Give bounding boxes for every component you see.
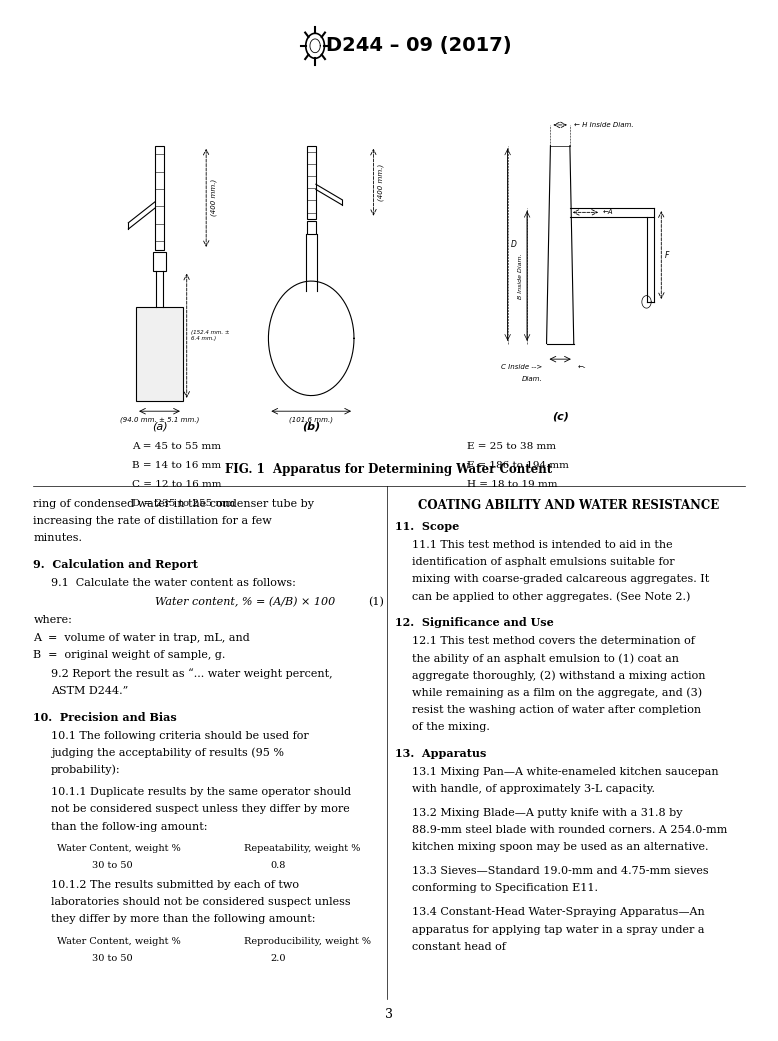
Text: 13.3 Sieves—Standard 19.0-mm and 4.75-mm sieves: 13.3 Sieves—Standard 19.0-mm and 4.75-mm…: [412, 866, 709, 877]
Text: (400 mm.): (400 mm.): [210, 179, 216, 217]
Text: kitchen mixing spoon may be used as an alternative.: kitchen mixing spoon may be used as an a…: [412, 842, 709, 853]
Text: (a): (a): [152, 422, 167, 432]
Text: ←A: ←A: [602, 209, 613, 215]
Text: where:: where:: [33, 615, 72, 626]
Text: mixing with coarse-graded calcareous aggregates. It: mixing with coarse-graded calcareous agg…: [412, 575, 710, 584]
Bar: [307, 221, 316, 234]
Text: D: D: [510, 240, 517, 249]
Text: 13.1 Mixing Pan—A white-enameled kitchen saucepan: 13.1 Mixing Pan—A white-enameled kitchen…: [412, 766, 719, 777]
Text: 3: 3: [385, 1009, 393, 1021]
Text: (94.0 mm. ± 5.1 mm.): (94.0 mm. ± 5.1 mm.): [120, 416, 199, 423]
Bar: [153, 252, 166, 271]
Text: 2.0: 2.0: [271, 954, 286, 963]
Text: H = 18 to 19 mm: H = 18 to 19 mm: [467, 480, 557, 489]
Text: they differ by more than the following amount:: they differ by more than the following a…: [51, 914, 315, 924]
Text: increasing the rate of distillation for a few: increasing the rate of distillation for …: [33, 515, 272, 526]
Text: D = 235 to 255 mm: D = 235 to 255 mm: [132, 499, 235, 508]
Text: (152.4 mm. ±
6.4 mm.): (152.4 mm. ± 6.4 mm.): [191, 330, 229, 341]
Text: while remaining as a film on the aggregate, and (3): while remaining as a film on the aggrega…: [412, 688, 703, 699]
Text: 13.2 Mixing Blade—A putty knife with a 31.8 by: 13.2 Mixing Blade—A putty knife with a 3…: [412, 808, 683, 818]
Text: B  =  original weight of sample, g.: B = original weight of sample, g.: [33, 650, 226, 660]
Text: 10.1.2 The results submitted by each of two: 10.1.2 The results submitted by each of …: [51, 880, 299, 890]
Text: Repeatability, weight %: Repeatability, weight %: [244, 844, 360, 853]
Text: F: F: [664, 251, 669, 259]
Text: 30 to 50: 30 to 50: [92, 954, 132, 963]
Text: 11.  Scope: 11. Scope: [395, 520, 460, 532]
Text: 13.4 Constant-Head Water-Spraying Apparatus—An: 13.4 Constant-Head Water-Spraying Appara…: [412, 908, 705, 917]
Bar: [155, 146, 164, 250]
Text: D244 – 09 (2017): D244 – 09 (2017): [326, 36, 512, 55]
Text: with handle, of approximately 3-L capacity.: with handle, of approximately 3-L capaci…: [412, 784, 655, 794]
Text: 10.1.1 Duplicate results by the same operator should: 10.1.1 Duplicate results by the same ope…: [51, 787, 351, 797]
Text: FIG. 1  Apparatus for Determining Water Content: FIG. 1 Apparatus for Determining Water C…: [226, 463, 552, 476]
Text: Reproducibility, weight %: Reproducibility, weight %: [244, 937, 370, 945]
Text: (101.6 mm.): (101.6 mm.): [289, 416, 333, 423]
Text: Water Content, weight %: Water Content, weight %: [57, 937, 180, 945]
Text: laboratories should not be considered suspect unless: laboratories should not be considered su…: [51, 897, 350, 907]
Text: 11.1 This test method is intended to aid in the: 11.1 This test method is intended to aid…: [412, 540, 673, 550]
Text: resist the washing action of water after completion: resist the washing action of water after…: [412, 705, 702, 715]
Text: 88.9-mm steel blade with rounded corners. A 254.0-mm: 88.9-mm steel blade with rounded corners…: [412, 826, 727, 835]
Text: COATING ABILITY AND WATER RESISTANCE: COATING ABILITY AND WATER RESISTANCE: [418, 499, 719, 511]
Text: B Inside Diam.: B Inside Diam.: [518, 253, 523, 299]
Text: aggregate thoroughly, (2) withstand a mixing action: aggregate thoroughly, (2) withstand a mi…: [412, 670, 706, 681]
Bar: [307, 146, 316, 219]
Text: ASTM D244.”: ASTM D244.”: [51, 686, 128, 695]
Text: can be applied to other aggregates. (See Note 2.): can be applied to other aggregates. (See…: [412, 591, 691, 602]
Text: 10.  Precision and Bias: 10. Precision and Bias: [33, 712, 177, 722]
Text: 9.1  Calculate the water content as follows:: 9.1 Calculate the water content as follo…: [51, 578, 296, 588]
Text: (400 mm.): (400 mm.): [377, 163, 384, 201]
Text: 30 to 50: 30 to 50: [92, 861, 132, 870]
Text: the ability of an asphalt emulsion to (1) coat an: the ability of an asphalt emulsion to (1…: [412, 654, 679, 664]
Text: identification of asphalt emulsions suitable for: identification of asphalt emulsions suit…: [412, 557, 675, 567]
Text: 9.  Calculation and Report: 9. Calculation and Report: [33, 559, 198, 569]
Text: (1): (1): [368, 596, 384, 607]
Text: C Inside -->: C Inside -->: [501, 364, 542, 371]
Text: ← H Inside Diam.: ← H Inside Diam.: [573, 122, 633, 128]
Text: 13.  Apparatus: 13. Apparatus: [395, 747, 486, 759]
Text: (c): (c): [552, 411, 569, 422]
Text: A  =  volume of water in trap, mL, and: A = volume of water in trap, mL, and: [33, 633, 251, 642]
Text: E = 25 to 38 mm: E = 25 to 38 mm: [467, 442, 555, 452]
Text: 10.1 The following criteria should be used for: 10.1 The following criteria should be us…: [51, 731, 308, 740]
Text: (b): (b): [302, 422, 321, 432]
Text: of the mixing.: of the mixing.: [412, 722, 490, 732]
Text: constant head of: constant head of: [412, 942, 506, 951]
Text: 12.1 This test method covers the determination of: 12.1 This test method covers the determi…: [412, 636, 696, 646]
Text: probability):: probability):: [51, 765, 120, 776]
Text: C = 12 to 16 mm: C = 12 to 16 mm: [132, 480, 222, 489]
Text: not be considered suspect unless they differ by more: not be considered suspect unless they di…: [51, 805, 349, 814]
Text: B = 14 to 16 mm: B = 14 to 16 mm: [132, 461, 222, 471]
Text: F = 186 to 194 mm: F = 186 to 194 mm: [467, 461, 569, 471]
Text: judging the acceptability of results (95 %: judging the acceptability of results (95…: [51, 747, 283, 758]
Text: ←-: ←-: [577, 364, 586, 371]
Text: than the follow-ing amount:: than the follow-ing amount:: [51, 821, 207, 832]
Text: 9.2 Report the result as “... water weight percent,: 9.2 Report the result as “... water weig…: [51, 668, 332, 680]
Bar: [136, 307, 183, 401]
Text: conforming to Specification E11.: conforming to Specification E11.: [412, 884, 598, 893]
Text: Diam.: Diam.: [522, 376, 542, 382]
Text: Water content, % = (A/B) × 100: Water content, % = (A/B) × 100: [155, 596, 335, 607]
Text: A = 45 to 55 mm: A = 45 to 55 mm: [132, 442, 221, 452]
Text: apparatus for applying tap water in a spray under a: apparatus for applying tap water in a sp…: [412, 924, 705, 935]
Text: Water Content, weight %: Water Content, weight %: [57, 844, 180, 853]
Text: ring of condensed water in the condenser tube by: ring of condensed water in the condenser…: [33, 499, 314, 509]
Text: 0.8: 0.8: [271, 861, 286, 870]
Text: 12.  Significance and Use: 12. Significance and Use: [395, 617, 554, 628]
Text: minutes.: minutes.: [33, 533, 82, 543]
